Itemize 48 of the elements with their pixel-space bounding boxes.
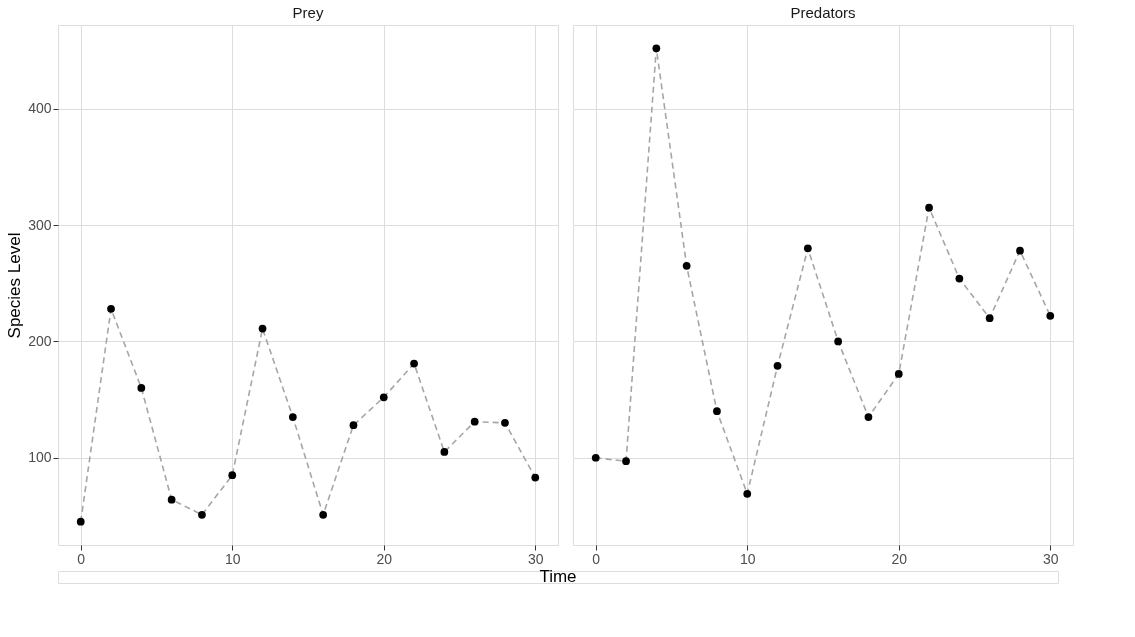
point: [834, 337, 843, 346]
point: [440, 448, 449, 456]
point: [1016, 246, 1024, 255]
x-tick-label: 10: [224, 550, 241, 567]
point: [198, 510, 206, 519]
x-tick-label: 30: [1042, 550, 1059, 567]
x-tick-label: 20: [891, 550, 908, 567]
point: [531, 473, 540, 482]
point: [1046, 311, 1055, 320]
point: [713, 407, 721, 416]
point: [349, 421, 358, 430]
point: [591, 453, 600, 462]
point: [319, 510, 328, 519]
point: [379, 393, 388, 402]
point: [137, 384, 146, 392]
point: [228, 471, 237, 480]
point: [258, 324, 267, 333]
point: [682, 261, 691, 270]
y-tick-label: 200: [28, 332, 52, 349]
point: [925, 203, 933, 212]
point: [288, 413, 297, 421]
point: [410, 359, 418, 368]
point: [470, 417, 479, 426]
point: [107, 304, 115, 313]
chart-title: Prey: [292, 4, 324, 21]
point: [864, 413, 873, 421]
x-tick-label: 30: [527, 550, 544, 567]
x-tick-label: 10: [739, 550, 756, 567]
point: [985, 314, 994, 323]
x-tick-label: 0: [592, 550, 601, 567]
y-tick-label: 400: [28, 100, 52, 117]
y-tick-label: 300: [28, 216, 52, 233]
chart-title: Predators: [790, 4, 856, 21]
x-tick-label: 0: [77, 550, 86, 567]
point: [894, 370, 903, 378]
y-tick-label: 100: [28, 449, 52, 466]
point: [773, 361, 782, 370]
point: [803, 244, 812, 253]
x-axis-title: Time: [539, 567, 577, 586]
point: [652, 44, 661, 53]
x-tick-label: 20: [376, 550, 393, 567]
point: [167, 495, 176, 504]
y-axis-title: Species Level: [5, 232, 25, 339]
point: [76, 517, 85, 526]
point: [743, 489, 752, 498]
point: [955, 274, 964, 283]
point: [622, 457, 630, 466]
point: [501, 418, 509, 427]
